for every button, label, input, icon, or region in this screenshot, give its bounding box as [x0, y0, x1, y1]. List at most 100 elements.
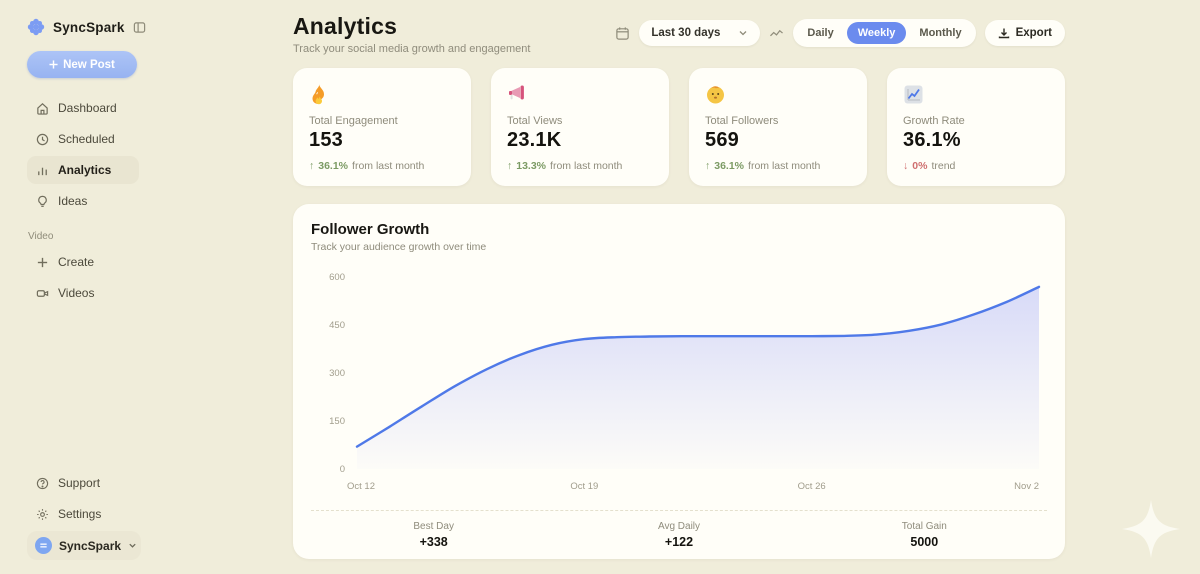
sidebar-item-settings[interactable]: Settings	[27, 500, 141, 528]
stat-card-total-engagement: Total Engagement 153 ↑ 36.1% from last m…	[293, 68, 471, 186]
sidebar-item-analytics[interactable]: Analytics	[27, 156, 139, 184]
svg-text:300: 300	[329, 368, 345, 379]
stat-label: Total Views	[507, 115, 563, 127]
follower-growth-card: Follower Growth Track your audience grow…	[293, 204, 1065, 559]
stat-label: Total Engagement	[309, 115, 398, 127]
sparkle-decoration	[1122, 500, 1180, 558]
svg-text:Oct 26: Oct 26	[798, 481, 826, 492]
app-title: SyncSpark	[53, 19, 125, 35]
stat-value: 569	[705, 129, 739, 151]
stat-change: ↑ 36.1% from last month	[309, 160, 425, 172]
syncspark-logo-icon	[27, 18, 45, 36]
account-switcher[interactable]: SyncSpark	[27, 531, 141, 560]
sidebar-item-support[interactable]: Support	[27, 469, 141, 497]
video-nav: Create Videos	[27, 248, 139, 307]
footer-stat-best-day: Best Day +338	[413, 521, 454, 549]
bar-chart-icon	[36, 164, 49, 177]
sidebar: SyncSpark New Post Dashboard Scheduled	[0, 0, 280, 574]
footer-stat-avg-daily: Avg Daily +122	[657, 521, 701, 549]
sidebar-item-label: Settings	[58, 507, 102, 521]
stat-label: Total Followers	[705, 115, 779, 127]
sidebar-item-label: Dashboard	[58, 101, 117, 115]
chevron-down-icon	[738, 28, 748, 38]
svg-text:150: 150	[329, 416, 345, 427]
sidebar-item-label: Ideas	[58, 194, 88, 208]
svg-text:0: 0	[340, 464, 345, 475]
up-arrow-icon: ↑	[309, 160, 315, 172]
gear-icon	[36, 508, 49, 521]
stat-change: ↑ 13.3% from last month	[507, 160, 623, 172]
sidebar-item-label: Analytics	[58, 163, 112, 177]
date-range-dropdown[interactable]: Last 30 days	[639, 20, 761, 46]
stat-value: 153	[309, 129, 343, 151]
stats-cards: Total Engagement 153 ↑ 36.1% from last m…	[293, 68, 1065, 186]
stat-card-total-followers: Total Followers 569 ↑ 36.1% from last mo…	[689, 68, 867, 186]
sidebar-item-create[interactable]: Create	[27, 248, 139, 276]
account-name: SyncSpark	[59, 538, 122, 553]
view-daily-button[interactable]: Daily	[796, 22, 844, 44]
stat-card-growth-rate: Growth Rate 36.1% ↓ 0% trend	[887, 68, 1065, 186]
page-subtitle: Track your social media growth and engag…	[293, 43, 531, 55]
stat-change: ↓ 0% trend	[903, 160, 956, 172]
calendar-icon	[615, 26, 630, 41]
sidebar-item-ideas[interactable]: Ideas	[27, 187, 139, 215]
new-post-label: New Post	[63, 58, 115, 71]
chart-title: Follower Growth	[311, 221, 430, 238]
up-arrow-icon: ↑	[507, 160, 513, 172]
svg-text:600: 600	[329, 272, 345, 283]
main-content: Analytics Track your social media growth…	[293, 0, 1065, 559]
video-camera-icon	[36, 287, 49, 300]
face-icon	[705, 82, 851, 106]
home-icon	[36, 102, 49, 115]
sidebar-item-label: Scheduled	[58, 132, 115, 146]
trend-activity-icon	[769, 27, 784, 40]
export-button[interactable]: Export	[984, 20, 1065, 46]
view-weekly-button[interactable]: Weekly	[846, 22, 907, 44]
view-toggle: Daily Weekly Monthly	[793, 19, 976, 47]
svg-text:Oct 19: Oct 19	[570, 481, 598, 492]
lightbulb-icon	[36, 195, 49, 208]
sidebar-item-scheduled[interactable]: Scheduled	[27, 125, 139, 153]
video-section-label: Video	[28, 231, 54, 242]
plus-icon	[36, 256, 49, 269]
page-title: Analytics	[293, 13, 398, 39]
date-range-value: Last 30 days	[651, 27, 721, 39]
logo-row: SyncSpark	[27, 18, 145, 36]
stat-value: 36.1%	[903, 129, 961, 151]
header-controls: Last 30 days Daily Weekly Monthly	[615, 19, 1065, 47]
avatar-icon	[35, 537, 52, 554]
export-label: Export	[1015, 27, 1052, 39]
chart-increasing-icon	[903, 82, 1049, 106]
down-arrow-icon: ↓	[903, 160, 909, 172]
megaphone-icon	[507, 82, 653, 106]
stat-change: ↑ 36.1% from last month	[705, 160, 821, 172]
sidebar-item-label: Create	[58, 255, 95, 269]
stat-card-total-views: Total Views 23.1K ↑ 13.3% from last mont…	[491, 68, 669, 186]
new-post-button[interactable]: New Post	[27, 51, 137, 78]
chevron-down-icon	[128, 541, 137, 550]
stat-value: 23.1K	[507, 129, 562, 151]
up-arrow-icon: ↑	[705, 160, 711, 172]
main-nav: Dashboard Scheduled Analytics Ideas	[27, 94, 139, 215]
svg-text:Oct 12: Oct 12	[347, 481, 375, 492]
follower-growth-chart: 0 150 300 450 600 Oct 12 Oct 19 Oct 26 Nov 2	[329, 272, 1041, 492]
chart-subtitle: Track your audience growth over time	[311, 241, 487, 253]
svg-text:Nov 2: Nov 2	[1014, 481, 1039, 492]
download-icon	[998, 27, 1010, 39]
fire-icon	[309, 82, 455, 106]
page-header: Analytics Track your social media growth…	[293, 0, 1065, 55]
view-monthly-button[interactable]: Monthly	[908, 22, 972, 44]
sidebar-collapse-icon[interactable]	[133, 21, 146, 34]
sidebar-item-videos[interactable]: Videos	[27, 279, 139, 307]
chart-footer-stats: Best Day +338 Avg Daily +122 Total Gain …	[311, 510, 1047, 555]
help-circle-icon	[36, 477, 49, 490]
svg-text:450: 450	[329, 320, 345, 331]
stat-label: Growth Rate	[903, 115, 965, 127]
clock-icon	[36, 133, 49, 146]
plus-icon	[49, 60, 58, 69]
sidebar-bottom: Support Settings SyncSpark	[27, 469, 141, 560]
sidebar-item-dashboard[interactable]: Dashboard	[27, 94, 139, 122]
sidebar-item-label: Videos	[58, 286, 95, 300]
sidebar-item-label: Support	[58, 476, 101, 490]
